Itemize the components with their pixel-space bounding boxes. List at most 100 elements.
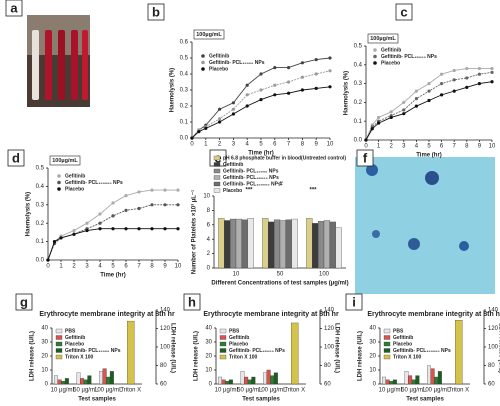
point: [490, 80, 494, 84]
bar: [224, 220, 231, 269]
y2-axis-label: LDH release (U/L): [333, 323, 339, 373]
panel-label-box: [356, 149, 374, 167]
x-tick-label: 6: [273, 142, 277, 148]
legend-label: Placebo: [381, 60, 400, 66]
point: [231, 107, 235, 111]
y-tick-label: 2: [207, 251, 211, 257]
legend-label: Placebo: [223, 188, 242, 194]
legend-swatch: [383, 335, 391, 340]
x-tick-label: 3: [85, 264, 89, 270]
y-axis-label: LDH release (U/L): [30, 331, 36, 381]
bar: [102, 368, 107, 385]
point: [402, 100, 406, 104]
legend-label: Gefitinib: [393, 335, 413, 341]
bar: [312, 223, 319, 269]
legend-swatch: [219, 328, 227, 334]
note: 100µg/mL: [52, 158, 78, 164]
note-box: [193, 29, 225, 40]
bar: [415, 375, 420, 385]
y-tick-label: 0.5: [354, 44, 363, 50]
bar: [247, 379, 252, 385]
point: [111, 227, 115, 231]
bar: [247, 218, 254, 269]
x-tick-label: 6: [440, 144, 444, 150]
y-axis-label: Haemolysis (%): [170, 68, 176, 112]
legend-swatch: [383, 328, 391, 334]
point: [245, 104, 249, 108]
y-tick-label: 0.3: [354, 81, 363, 87]
point: [111, 214, 115, 218]
bar: [241, 219, 248, 269]
y-tick-label: 0.1: [354, 119, 363, 125]
point: [328, 56, 332, 60]
point: [85, 228, 89, 233]
bar: [434, 376, 439, 385]
legend-label: Gefitinib: [223, 162, 243, 168]
legend-swatch: [383, 354, 391, 360]
x-tick-label: 7: [137, 264, 141, 270]
y-tick-label: 0.0: [354, 138, 363, 144]
bar: [392, 379, 397, 385]
x-tick-label: 3: [402, 144, 406, 150]
x-tick-label: 5: [111, 264, 115, 270]
series-line: [191, 70, 331, 139]
point: [287, 80, 291, 84]
y2-tick-label: 60: [324, 382, 331, 388]
bar: [389, 381, 394, 385]
x-tick-label: 100: [319, 272, 330, 278]
point: [389, 115, 393, 120]
point: [452, 89, 456, 93]
bar: [306, 218, 313, 269]
bar: [268, 221, 275, 269]
y-tick-label: 40: [369, 326, 376, 332]
legend-swatch: [219, 335, 227, 340]
y-tick-label: 40: [205, 326, 212, 332]
x-tick-label: 0: [190, 142, 194, 148]
x-tick-label: 5: [427, 144, 431, 150]
point: [52, 240, 57, 244]
bar: [263, 372, 267, 385]
bar: [262, 218, 269, 269]
point: [273, 83, 277, 87]
point: [218, 120, 222, 124]
point: [124, 208, 128, 212]
point: [314, 72, 318, 76]
point: [465, 85, 469, 89]
x-tick-label: 7: [453, 144, 457, 150]
point: [427, 82, 431, 86]
legend-label: Gefitinib- PCL₁₀₀₀₀ NPs: [209, 60, 265, 66]
y-axis-label: LDH release (U/L): [194, 331, 200, 381]
point: [477, 66, 481, 71]
x-tick-label: 10: [233, 272, 240, 278]
note: 100µg/mL: [370, 36, 396, 42]
x-tick-label: 1: [59, 264, 63, 270]
bar: [285, 219, 292, 269]
note: 100µg/mL: [196, 32, 222, 38]
point: [414, 104, 418, 108]
bar: [273, 219, 281, 269]
panel-label: c: [400, 4, 407, 19]
point: [124, 227, 128, 231]
x-tick-label: 9: [315, 142, 319, 148]
y2-tick-label: 100: [160, 345, 171, 351]
chart-title: Erythrocyte membrane integrity at 8th hr: [367, 311, 500, 318]
y-tick-label: 0.4: [354, 62, 363, 68]
annotation: #: [279, 182, 283, 188]
point: [150, 203, 154, 207]
bar: [235, 218, 243, 269]
legend-label: Gefitinib: [209, 53, 229, 59]
bar: [240, 371, 245, 385]
point: [150, 227, 154, 231]
legend-swatch: [57, 174, 61, 178]
bar: [109, 371, 114, 385]
legend-label: Gefitinib- PCL₄₅₀₀₀ NPs: [229, 348, 285, 354]
point: [163, 203, 167, 207]
y-tick-label: 0.0: [180, 136, 189, 142]
legend-swatch: [213, 168, 221, 174]
x-tick-label: 4: [415, 144, 419, 150]
bar: [273, 372, 278, 385]
legend-label: Gefitinib- PCL₁₀₀₀₀₀ NPs: [393, 348, 451, 354]
bar: [266, 369, 271, 385]
point: [273, 66, 277, 70]
